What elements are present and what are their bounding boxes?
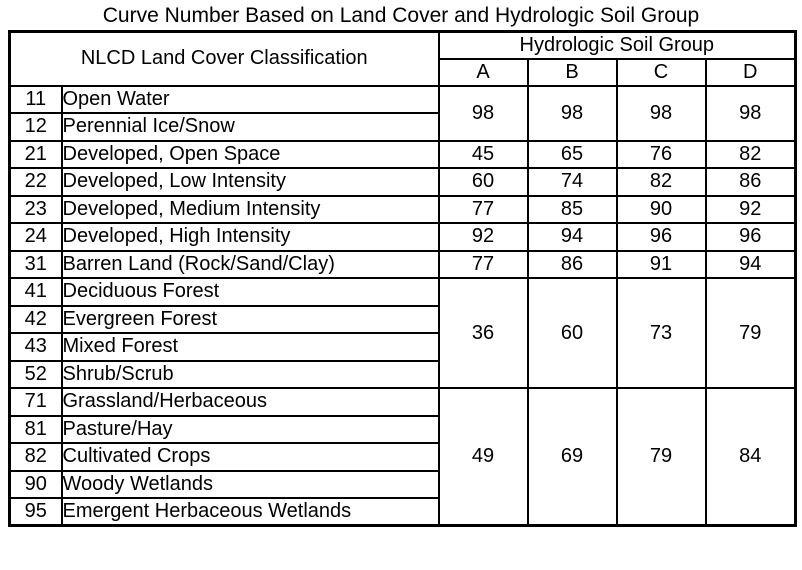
cn-value-b: 86 [526,249,618,279]
cn-value-a: 77 [437,249,529,279]
soil-column-a: A [437,57,529,87]
land-cover-label: Woody Wetlands [60,469,440,499]
cn-value-c: 82 [615,167,707,197]
table-row: 82 Cultivated Crops [8,442,796,472]
land-cover-header: NLCD Land Cover Classification [8,30,440,87]
soil-group-header: Hydrologic Soil Group [437,30,797,60]
header-row-2: A B C D [10,57,797,87]
cn-value-b: 60 [526,277,618,389]
land-cover-code: 42 [8,304,63,334]
cn-value-a: 77 [437,194,529,224]
land-cover-code: 23 [8,194,63,224]
land-cover-label: Developed, High Intensity [60,222,440,252]
land-cover-code: 22 [8,167,63,197]
table-row: 11 Open Water 98 98 98 98 [8,84,797,142]
table-row: 12 Perennial Ice/Snow [8,112,796,142]
table-row: 24 Developed, High Intensity 92 94 96 96 [8,222,797,252]
table-row: 71 Grassland/Herbaceous 49 69 79 84 [8,387,797,527]
table-row: 23 Developed, Medium Intensity 77 85 90 … [8,194,797,224]
table-row: 41 Deciduous Forest 36 60 73 79 [8,277,797,389]
land-cover-code: 81 [8,414,63,444]
cn-value-d: 98 [704,84,797,142]
land-cover-label: Perennial Ice/Snow [60,112,440,142]
soil-column-d: D [704,57,797,87]
cn-value-c: 96 [615,222,707,252]
table-row: 81 Pasture/Hay [8,414,796,444]
cn-value-d: 96 [704,222,797,252]
soil-column-c: C [615,57,707,87]
table-row: 90 Woody Wetlands [8,469,796,499]
cn-value-a: 36 [437,277,529,389]
land-cover-code: 82 [8,442,63,472]
land-cover-code: 90 [8,469,63,499]
curve-number-table: NLCD Land Cover Classification Hydrologi… [8,30,798,527]
land-cover-label: Shrub/Scrub [60,359,440,389]
cn-value-c: 73 [615,277,707,389]
table-row: 22 Developed, Low Intensity 60 74 82 86 [8,167,797,197]
land-cover-code: 31 [8,249,63,279]
land-cover-code: 41 [8,277,63,307]
cn-value-d: 79 [704,277,797,389]
cn-value-b: 94 [526,222,618,252]
table-row: 21 Developed, Open Space 45 65 76 82 [8,139,797,169]
cn-value-d: 84 [704,387,797,527]
land-cover-label: Grassland/Herbaceous [60,387,440,417]
land-cover-label: Developed, Low Intensity [60,167,440,197]
cn-value-d: 94 [704,249,797,279]
table-row: 95 Emergent Herbaceous Wetlands [8,497,796,527]
land-cover-label: Deciduous Forest [60,277,440,307]
cn-value-d: 92 [704,194,797,224]
land-cover-label: Barren Land (Rock/Sand/Clay) [60,249,440,279]
land-cover-label: Mixed Forest [60,332,440,362]
land-cover-code: 71 [8,387,63,417]
land-cover-code: 95 [8,497,63,527]
cn-value-a: 45 [437,139,529,169]
table-row: 42 Evergreen Forest [8,304,796,334]
cn-value-c: 90 [615,194,707,224]
cn-value-b: 65 [526,139,618,169]
land-cover-label: Evergreen Forest [60,304,440,334]
cn-value-c: 98 [615,84,707,142]
land-cover-code: 52 [8,359,63,389]
land-cover-code: 11 [8,84,63,114]
land-cover-label: Open Water [60,84,440,114]
cn-value-c: 79 [615,387,707,527]
cn-value-a: 98 [437,84,529,142]
land-cover-label: Pasture/Hay [60,414,440,444]
page-title: Curve Number Based on Land Cover and Hyd… [102,4,700,27]
cn-value-d: 86 [704,167,797,197]
cn-value-a: 49 [437,387,529,527]
cn-value-c: 91 [615,249,707,279]
cn-value-a: 92 [437,222,529,252]
cn-value-b: 98 [526,84,618,142]
table-row: 31 Barren Land (Rock/Sand/Clay) 77 86 91… [8,249,797,279]
table-row: 43 Mixed Forest [8,332,796,362]
land-cover-code: 24 [8,222,63,252]
land-cover-label: Emergent Herbaceous Wetlands [60,497,440,527]
cn-value-d: 82 [704,139,797,169]
cn-value-b: 69 [526,387,618,527]
cn-value-a: 60 [437,167,529,197]
land-cover-label: Cultivated Crops [60,442,440,472]
cn-value-b: 74 [526,167,618,197]
cn-value-b: 85 [526,194,618,224]
land-cover-code: 43 [8,332,63,362]
land-cover-label: Developed, Open Space [60,139,440,169]
cn-value-c: 76 [615,139,707,169]
land-cover-label: Developed, Medium Intensity [60,194,440,224]
header-row-1: NLCD Land Cover Classification Hydrologi… [8,30,797,87]
soil-column-b: B [526,57,618,87]
land-cover-code: 21 [8,139,63,169]
table-row: 52 Shrub/Scrub [8,359,796,389]
land-cover-code: 12 [8,112,63,142]
